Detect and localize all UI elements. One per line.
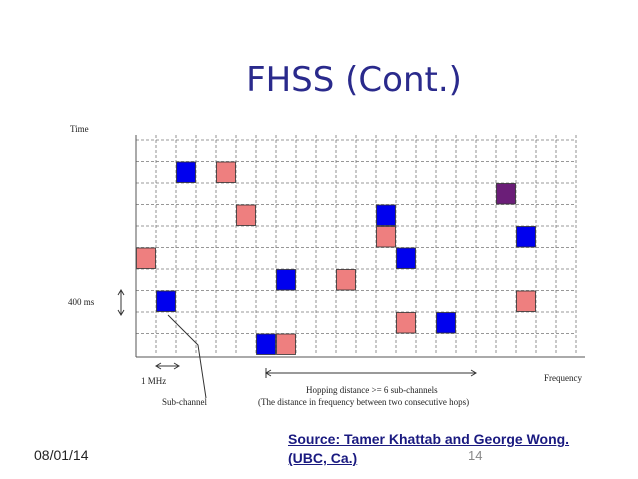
hop-block-pink [377, 227, 396, 248]
footer-date: 08/01/14 [34, 447, 89, 463]
hop-block-blue [277, 270, 296, 291]
hop-block-blue [177, 162, 196, 183]
hopping-distance-label: Hopping distance >= 6 sub-channels [306, 385, 438, 395]
time-axis-label: Time [70, 124, 89, 134]
subchannel-label: Sub-channel [162, 397, 207, 407]
hop-block-blue [257, 334, 276, 355]
hop-block-blue [397, 248, 416, 269]
bandwidth-label: 1 MHz [141, 376, 166, 386]
hop-block-purple [497, 184, 516, 205]
hop-block-blue [157, 291, 176, 312]
hop-block-pink [517, 291, 536, 312]
hopping-distance-arrow [266, 368, 476, 378]
hop-block-pink [397, 313, 416, 334]
bandwidth-arrow [156, 363, 179, 369]
frequency-axis-label: Frequency [544, 373, 582, 383]
period-arrow [118, 290, 124, 315]
hop-block-pink [137, 248, 156, 269]
grid-lines [136, 135, 576, 355]
source-line-2: (UBC, Ca.) [288, 449, 569, 468]
hop-block-blue [517, 227, 536, 248]
hop-block-pink [277, 334, 296, 355]
period-label: 400 ms [68, 297, 94, 307]
hop-block-blue [437, 313, 456, 334]
hop-block-pink [337, 270, 356, 291]
hopping-distance-note: (The distance in frequency between two c… [258, 397, 469, 407]
hop-block-pink [217, 162, 236, 183]
source-citation: Source: Tamer Khattab and George Wong. (… [288, 430, 569, 468]
source-line-1: Source: Tamer Khattab and George Wong. [288, 430, 569, 449]
hop-block-pink [237, 205, 256, 226]
hop-block-blue [377, 205, 396, 226]
